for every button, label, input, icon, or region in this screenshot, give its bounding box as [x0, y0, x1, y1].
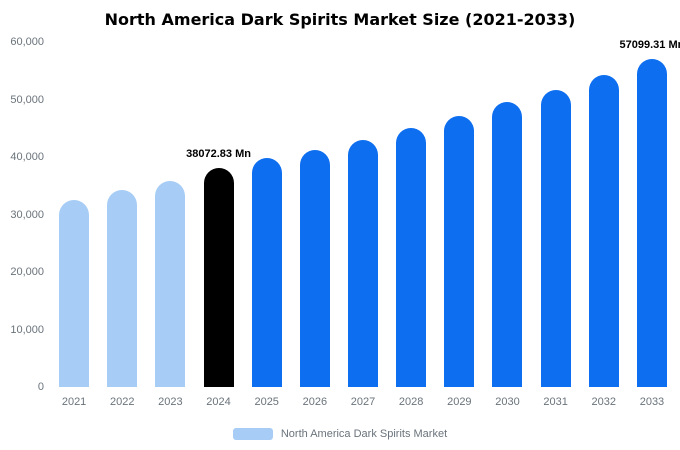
y-tick-label: 60,000 [10, 36, 44, 48]
y-tick-label: 40,000 [10, 151, 44, 163]
bar-2024[interactable] [203, 168, 234, 387]
bar-2032[interactable] [588, 75, 619, 387]
bar-2030[interactable] [492, 101, 523, 387]
x-tick-label: 2022 [109, 396, 135, 408]
bar-2025[interactable] [251, 158, 282, 387]
legend-label: North America Dark Spirits Market [280, 428, 448, 440]
y-tick-label: 20,000 [10, 266, 44, 278]
bar-2028[interactable] [396, 127, 427, 387]
x-tick-label: 2025 [254, 396, 279, 408]
bar-group-2027: 2027 [339, 42, 387, 408]
x-tick-label: 2027 [350, 396, 376, 408]
bar-group-2022: 2022 [98, 42, 146, 408]
x-tick-label: 2026 [302, 396, 328, 408]
bar-2023[interactable] [155, 181, 186, 387]
bar-value-label: 38072.83 Mn [186, 148, 251, 161]
bar-2031[interactable] [540, 89, 571, 387]
x-tick-label: 2024 [206, 396, 231, 408]
bar-group-2021: 2021 [50, 42, 98, 408]
bar-2033[interactable] [636, 58, 667, 387]
chart-title: North America Dark Spirits Market Size (… [104, 10, 576, 29]
x-tick-label: 2031 [543, 396, 568, 408]
y-tick-label: 30,000 [10, 208, 44, 221]
bar-2022[interactable] [107, 190, 138, 387]
bar-group-2025: 2025 [243, 42, 291, 408]
bar-group-2026: 2026 [291, 42, 339, 408]
legend[interactable]: North America Dark Spirits Market [0, 428, 680, 440]
plot-area: 2021 2022 2023 2024 38072.83 Mn 2025 2026 2027 2… [50, 39, 680, 408]
bar-group-2033: 2033 57099.31 Mn [620, 39, 680, 408]
x-tick-label: 2028 [398, 396, 424, 408]
bar-group-2030: 2030 [483, 42, 531, 408]
bar-group-2031: 2031 [532, 42, 580, 408]
bar-group-2023: 2023 [146, 42, 194, 408]
bar-2026[interactable] [299, 150, 330, 387]
y-axis: 0 10,000 20,000 30,000 40,000 50,000 60,000 [0, 36, 44, 393]
x-tick-label: 2032 [591, 396, 617, 408]
bar-2021[interactable] [59, 199, 90, 387]
y-tick-label: 0 [37, 381, 44, 393]
bar-2029[interactable] [444, 115, 475, 387]
bar-group-2028: 2028 [387, 42, 435, 408]
legend-swatch [232, 428, 273, 440]
x-tick-label: 2030 [495, 396, 520, 408]
bar-group-2032: 2032 [580, 42, 628, 408]
bar-group-2024: 2024 38072.83 Mn [186, 42, 251, 408]
x-tick-label: 2023 [158, 396, 183, 408]
x-tick-label: 2029 [447, 396, 472, 408]
bar-2027[interactable] [348, 139, 379, 387]
x-tick-label: 2033 [639, 396, 665, 408]
bar-group-2029: 2029 [435, 42, 483, 408]
y-tick-label: 50,000 [10, 93, 44, 106]
x-tick-label: 2021 [61, 396, 87, 408]
bar-value-label: 57099.31 Mn [619, 38, 680, 51]
y-tick-label: 10,000 [10, 323, 44, 336]
